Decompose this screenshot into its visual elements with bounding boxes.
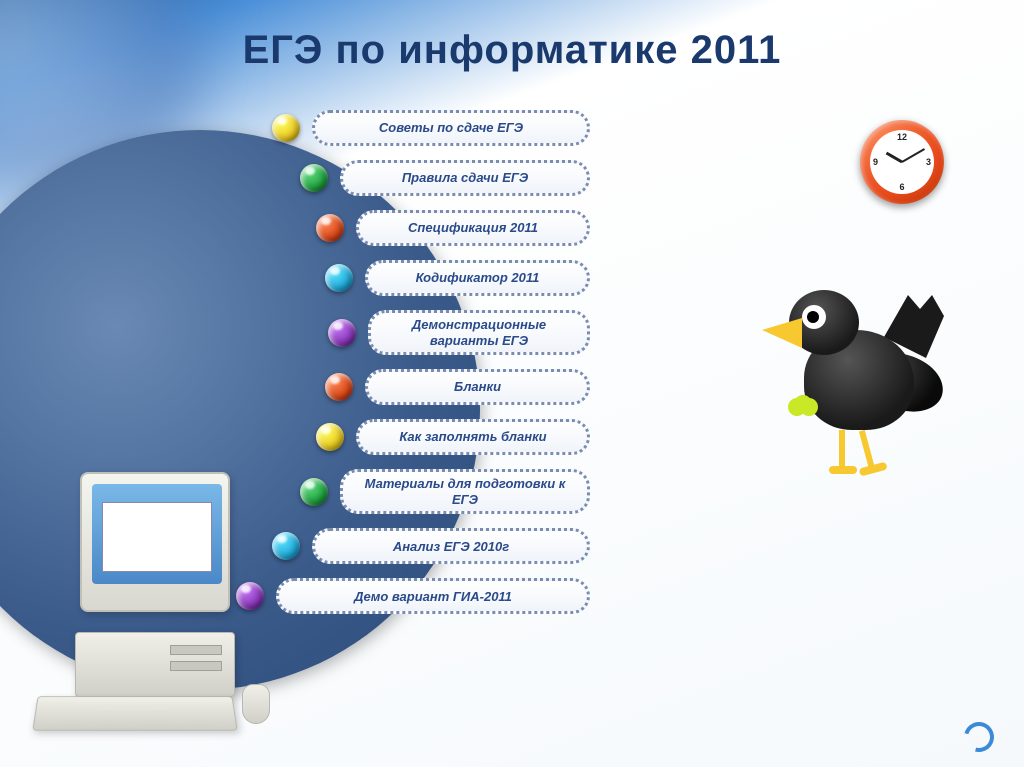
- menu-item[interactable]: Кодификатор 2011: [325, 260, 590, 296]
- menu-item[interactable]: Правила сдачи ЕГЭ: [300, 160, 590, 196]
- clock-numeral: 12: [897, 132, 907, 142]
- menu-item[interactable]: Бланки: [325, 369, 590, 405]
- menu-item-label: Советы по сдаче ЕГЭ: [379, 120, 523, 136]
- menu-pill: Советы по сдаче ЕГЭ: [312, 110, 590, 146]
- bullet-icon: [300, 478, 328, 506]
- clock-hour-hand: [886, 152, 903, 164]
- bullet-icon: [300, 164, 328, 192]
- menu-pill: Демонстрационные варианты ЕГЭ: [368, 310, 590, 355]
- menu-item-label: Как заполнять бланки: [399, 429, 546, 445]
- menu-pill: Спецификация 2011: [356, 210, 590, 246]
- computer-graphic: [35, 472, 265, 732]
- clock-numeral: 3: [926, 157, 931, 167]
- menu-pill: Материалы для подготовки к ЕГЭ: [340, 469, 590, 514]
- menu-item[interactable]: Анализ ЕГЭ 2010г: [272, 528, 590, 564]
- page-title: ЕГЭ по информатике 2011: [0, 28, 1024, 73]
- menu-item[interactable]: Как заполнять бланки: [316, 419, 590, 455]
- menu-item[interactable]: Демонстрационные варианты ЕГЭ: [328, 310, 590, 355]
- bullet-icon: [272, 114, 300, 142]
- clock-numeral: 6: [899, 182, 904, 192]
- menu-item[interactable]: Демо вариант ГИА-2011: [236, 578, 590, 614]
- menu-item-label: Демо вариант ГИА-2011: [354, 589, 512, 605]
- menu-item-label: Анализ ЕГЭ 2010г: [393, 539, 509, 555]
- logo-icon: [949, 717, 1009, 757]
- bullet-icon: [328, 319, 356, 347]
- menu-item-label: Демонстрационные варианты ЕГЭ: [385, 317, 573, 348]
- clock-minute-hand: [902, 148, 926, 163]
- menu-item-label: Правила сдачи ЕГЭ: [402, 170, 528, 186]
- clock-graphic: 12 3 6 9: [860, 120, 944, 204]
- bullet-icon: [325, 264, 353, 292]
- menu-item[interactable]: Материалы для подготовки к ЕГЭ: [300, 469, 590, 514]
- bullet-icon: [272, 532, 300, 560]
- menu-item-label: Бланки: [454, 379, 501, 395]
- crow-character-graphic: [754, 280, 954, 480]
- menu-item[interactable]: Советы по сдаче ЕГЭ: [272, 110, 590, 146]
- menu-pill: Демо вариант ГИА-2011: [276, 578, 590, 614]
- menu-pill: Бланки: [365, 369, 590, 405]
- menu-pill: Анализ ЕГЭ 2010г: [312, 528, 590, 564]
- menu-item-label: Кодификатор 2011: [416, 270, 540, 286]
- menu-pill: Кодификатор 2011: [365, 260, 590, 296]
- clock-numeral: 9: [873, 157, 878, 167]
- menu-item[interactable]: Спецификация 2011: [316, 210, 590, 246]
- bullet-icon: [316, 423, 344, 451]
- bullet-icon: [325, 373, 353, 401]
- menu-item-label: Материалы для подготовки к ЕГЭ: [357, 476, 573, 507]
- menu-pill: Правила сдачи ЕГЭ: [340, 160, 590, 196]
- menu-pill: Как заполнять бланки: [356, 419, 590, 455]
- menu-item-label: Спецификация 2011: [408, 220, 538, 236]
- bullet-icon: [316, 214, 344, 242]
